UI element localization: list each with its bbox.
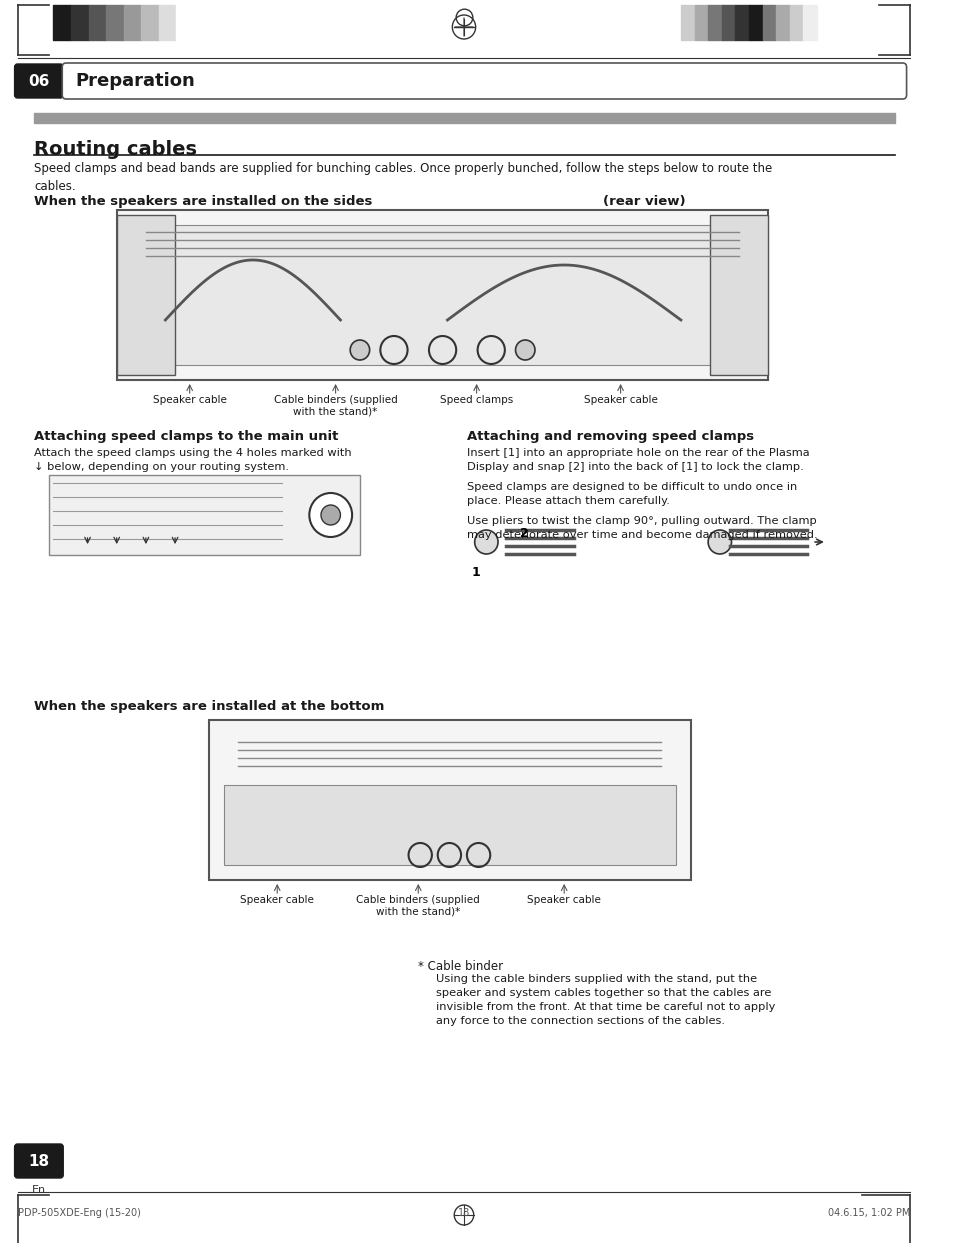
Text: When the speakers are installed on the sides: When the speakers are installed on the s… — [34, 195, 372, 208]
Text: (rear view): (rear view) — [602, 195, 685, 208]
Bar — [761, 5, 776, 40]
Text: Attaching speed clamps to the main unit: Attaching speed clamps to the main unit — [34, 430, 338, 443]
Text: Attaching and removing speed clamps: Attaching and removing speed clamps — [466, 430, 753, 443]
Text: 1: 1 — [472, 566, 480, 579]
Text: PDP-505XDE-Eng (15-20): PDP-505XDE-Eng (15-20) — [17, 1208, 140, 1218]
Text: 2: 2 — [519, 527, 529, 539]
Bar — [89, 5, 106, 40]
Text: Using the cable binders supplied with the stand, put the
speaker and system cabl: Using the cable binders supplied with th… — [436, 975, 775, 1025]
Text: Preparation: Preparation — [76, 72, 195, 89]
Text: Insert [1] into an appropriate hole on the rear of the Plasma
Display and snap [: Insert [1] into an appropriate hole on t… — [466, 447, 809, 472]
Bar — [71, 5, 89, 40]
Bar — [158, 5, 176, 40]
Bar — [49, 475, 359, 556]
Text: Attach the speed clamps using the 4 holes marked with
↓ below, depending on your: Attach the speed clamps using the 4 hole… — [34, 447, 352, 472]
Bar — [721, 5, 735, 40]
Text: * Cable binder: * Cable binder — [417, 960, 503, 973]
Text: En: En — [31, 1185, 46, 1195]
Circle shape — [350, 341, 369, 360]
Circle shape — [475, 530, 497, 554]
Bar — [34, 113, 894, 123]
Bar — [707, 5, 721, 40]
Text: Speaker cable: Speaker cable — [583, 395, 657, 405]
Bar — [776, 5, 789, 40]
Bar — [116, 210, 768, 380]
Text: Routing cables: Routing cables — [34, 140, 197, 159]
Bar — [224, 786, 676, 865]
Bar — [680, 5, 694, 40]
Circle shape — [707, 530, 731, 554]
Text: Speaker cable: Speaker cable — [240, 895, 314, 905]
Bar — [735, 5, 748, 40]
Text: Speed clamps and bead bands are supplied for bunching cables. Once properly bunc: Speed clamps and bead bands are supplied… — [34, 162, 772, 193]
Bar — [176, 5, 193, 40]
Text: 04.6.15, 1:02 PM: 04.6.15, 1:02 PM — [827, 1208, 909, 1218]
Bar — [694, 5, 707, 40]
Text: Use pliers to twist the clamp 90°, pulling outward. The clamp
may deteriorate ov: Use pliers to twist the clamp 90°, pulli… — [466, 516, 817, 539]
Circle shape — [320, 505, 340, 525]
Bar — [141, 5, 158, 40]
Bar — [789, 5, 802, 40]
Bar — [53, 5, 71, 40]
Bar — [106, 5, 123, 40]
Bar — [123, 5, 141, 40]
Text: Cable binders (supplied
with the stand)*: Cable binders (supplied with the stand)* — [274, 395, 397, 416]
Text: Speed clamps are designed to be difficult to undo once in
place. Please attach t: Speed clamps are designed to be difficul… — [466, 482, 797, 506]
Circle shape — [515, 341, 535, 360]
Text: Speaker cable: Speaker cable — [152, 395, 227, 405]
Text: When the speakers are installed at the bottom: When the speakers are installed at the b… — [34, 700, 384, 713]
Text: 18: 18 — [457, 1208, 470, 1218]
Bar — [802, 5, 816, 40]
Bar — [136, 225, 748, 365]
Bar — [116, 215, 175, 375]
Bar — [709, 215, 768, 375]
Bar — [209, 720, 690, 880]
Text: Cable binders (supplied
with the stand)*: Cable binders (supplied with the stand)* — [356, 895, 479, 916]
FancyBboxPatch shape — [14, 1144, 63, 1178]
FancyBboxPatch shape — [62, 63, 905, 99]
Circle shape — [309, 493, 352, 537]
Text: Speaker cable: Speaker cable — [527, 895, 600, 905]
Text: 06: 06 — [29, 73, 50, 88]
Text: Speed clamps: Speed clamps — [439, 395, 513, 405]
FancyBboxPatch shape — [14, 63, 63, 98]
Text: 18: 18 — [29, 1154, 50, 1168]
Bar — [748, 5, 761, 40]
